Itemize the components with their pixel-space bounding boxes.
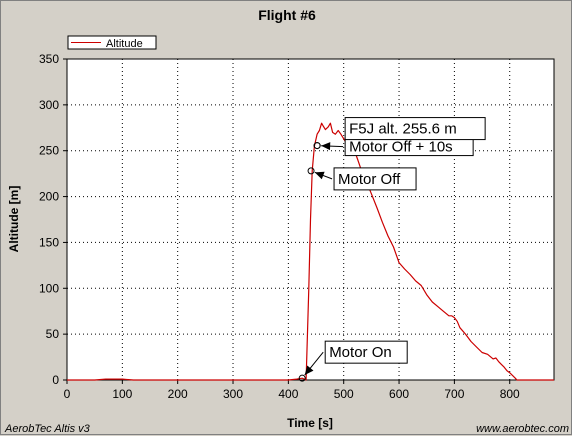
y-tick-label: 50 bbox=[46, 327, 60, 341]
annotation-box bbox=[344, 117, 486, 141]
x-tick-label: 100 bbox=[112, 387, 132, 401]
chart-title: Flight #6 bbox=[258, 7, 316, 23]
y-tick-label: 150 bbox=[39, 235, 59, 249]
annotation-marker bbox=[313, 142, 321, 150]
y-axis-label: Altitude [m] bbox=[7, 186, 21, 253]
x-tick-label: 400 bbox=[278, 387, 298, 401]
y-tick-label: 0 bbox=[52, 373, 59, 387]
annotation-2: Motor Off + 10s bbox=[313, 137, 474, 157]
axis-ticks: 0 100 200 300 400 500 600 700 800 0 50 100 150 200 250… bbox=[39, 52, 520, 401]
legend-label-altitude: Altitude bbox=[106, 38, 143, 50]
x-tick-label: 0 bbox=[64, 387, 71, 401]
y-tick-label: 200 bbox=[39, 190, 59, 204]
x-axis-label: Time [s] bbox=[287, 416, 333, 430]
annotation-marker bbox=[307, 167, 315, 175]
y-tick-label: 300 bbox=[39, 98, 59, 112]
y-tick-label: 350 bbox=[39, 52, 59, 66]
footer-left: AerobTec Altis v3 bbox=[4, 423, 91, 435]
annotation-marker bbox=[298, 374, 306, 382]
x-tick-label: 500 bbox=[334, 387, 354, 401]
legend-box bbox=[67, 35, 157, 50]
annotation-label: F5J alt. 255.6 m bbox=[349, 121, 457, 138]
annotation-1: F5J alt. 255.6 m bbox=[313, 117, 486, 150]
x-tick-label: 800 bbox=[500, 387, 520, 401]
annotation-label: Motor Off + 10s bbox=[349, 139, 453, 156]
grid bbox=[67, 59, 554, 380]
annotation-label: Motor On bbox=[329, 344, 392, 361]
annotation-3: Motor Off bbox=[307, 167, 417, 191]
annotation-label: Motor Off bbox=[338, 171, 401, 188]
annotation-box bbox=[333, 167, 417, 191]
x-tick-label: 700 bbox=[444, 387, 464, 401]
footer-right: www.aerobtec.com bbox=[476, 423, 569, 435]
y-tick-label: 100 bbox=[39, 281, 59, 295]
x-tick-label: 300 bbox=[223, 387, 243, 401]
legend: Altitude bbox=[67, 35, 157, 50]
x-tick-label: 200 bbox=[168, 387, 188, 401]
annotation-arrowhead bbox=[314, 171, 325, 180]
annotation-arrowhead bbox=[321, 142, 331, 151]
annotation-4: Motor On bbox=[298, 340, 408, 382]
y-tick-label: 250 bbox=[39, 144, 59, 158]
annotation-arrowhead bbox=[304, 365, 314, 376]
x-tick-label: 600 bbox=[389, 387, 409, 401]
annotation-box bbox=[324, 340, 408, 364]
